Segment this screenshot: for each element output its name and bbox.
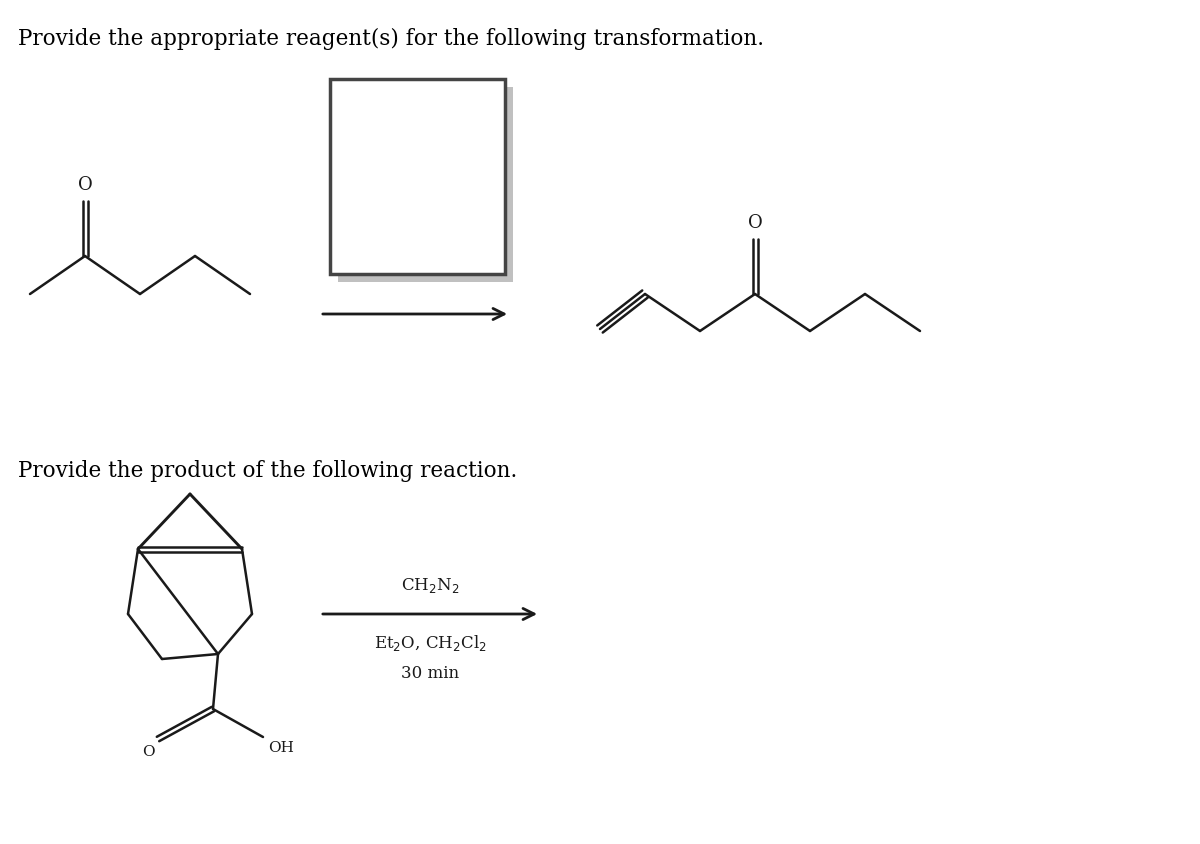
Text: Et$_2$O, CH$_2$Cl$_2$: Et$_2$O, CH$_2$Cl$_2$: [373, 632, 486, 652]
Text: O: O: [142, 744, 155, 758]
Text: OH: OH: [268, 740, 294, 754]
Text: O: O: [78, 176, 92, 194]
Text: Provide the product of the following reaction.: Provide the product of the following rea…: [18, 459, 517, 481]
Bar: [338, 88, 514, 283]
Bar: [330, 80, 505, 274]
Text: 30 min: 30 min: [401, 664, 460, 681]
Text: Provide the appropriate reagent(s) for the following transformation.: Provide the appropriate reagent(s) for t…: [18, 28, 764, 50]
Text: O: O: [748, 214, 762, 232]
Text: CH$_2$N$_2$: CH$_2$N$_2$: [401, 576, 460, 594]
